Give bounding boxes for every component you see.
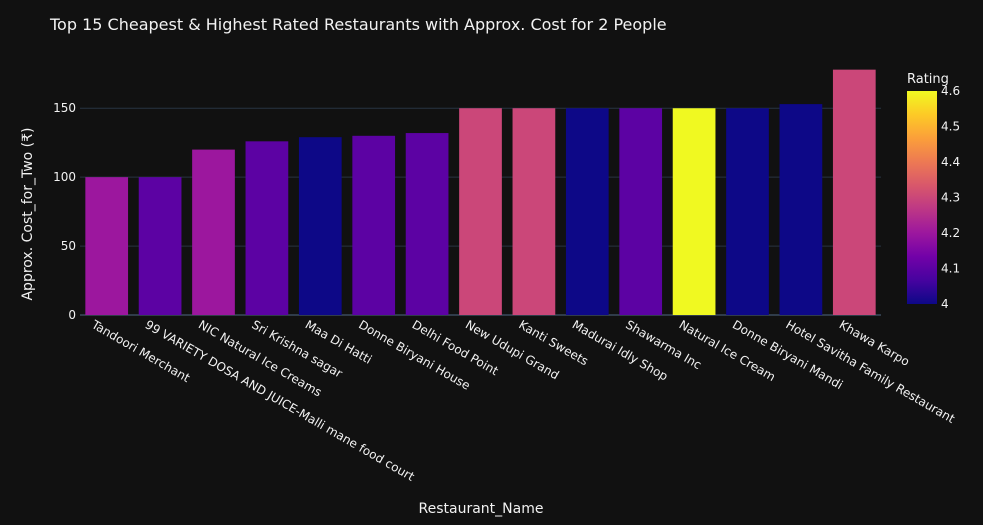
y-axis-title: Approx. Cost_for_Two (₹): [20, 127, 36, 300]
bar[interactable]: [512, 108, 556, 315]
bar[interactable]: [726, 108, 769, 315]
colorbar-gradient: [907, 91, 937, 304]
y-tick-label: 100: [53, 170, 76, 184]
colorbar-tick-label: 4.1: [941, 262, 960, 276]
y-tick-label: 50: [61, 239, 76, 253]
chart-title: Top 15 Cheapest & Highest Rated Restaura…: [49, 15, 667, 34]
bar[interactable]: [459, 108, 502, 315]
bar[interactable]: [779, 104, 823, 315]
x-tick-label: Natural Ice Cream: [677, 317, 778, 384]
bar[interactable]: [85, 177, 129, 315]
colorbar-title: Rating: [907, 72, 949, 87]
colorbar-tick-label: 4.2: [941, 226, 960, 240]
y-ticks: 0 50 100 150: [53, 101, 76, 322]
colorbar-tick-label: 4.4: [941, 155, 960, 169]
bar[interactable]: [565, 108, 609, 315]
colorbar-legend: Rating 4 4.1 4.2 4.3 4.4 4.5 4.6: [907, 72, 960, 311]
bar[interactable]: [245, 141, 289, 315]
colorbar-tick-label: 4.3: [941, 191, 960, 205]
colorbar-tick-label: 4: [941, 297, 949, 311]
bar[interactable]: [138, 177, 182, 315]
x-tick-label: New Udupi Grand: [463, 317, 561, 382]
bar[interactable]: [405, 133, 449, 315]
colorbar-ticks: 4 4.1 4.2 4.3 4.4 4.5 4.6: [941, 84, 960, 311]
bar[interactable]: [619, 108, 663, 315]
x-tick-label: Tandoori Merchant: [88, 317, 192, 385]
bars: [85, 69, 876, 315]
y-tick-label: 150: [53, 101, 76, 115]
bar[interactable]: [192, 149, 235, 315]
x-axis-title: Restaurant_Name: [419, 501, 544, 517]
y-tick-label: 0: [68, 308, 76, 322]
bar[interactable]: [298, 137, 342, 315]
colorbar-tick-label: 4.5: [941, 120, 960, 134]
bar[interactable]: [672, 108, 716, 315]
bar[interactable]: [832, 69, 876, 315]
x-tick-label: Madurai Idly Shop: [570, 317, 670, 383]
colorbar-tick-label: 4.6: [941, 84, 960, 98]
bar[interactable]: [352, 135, 396, 315]
